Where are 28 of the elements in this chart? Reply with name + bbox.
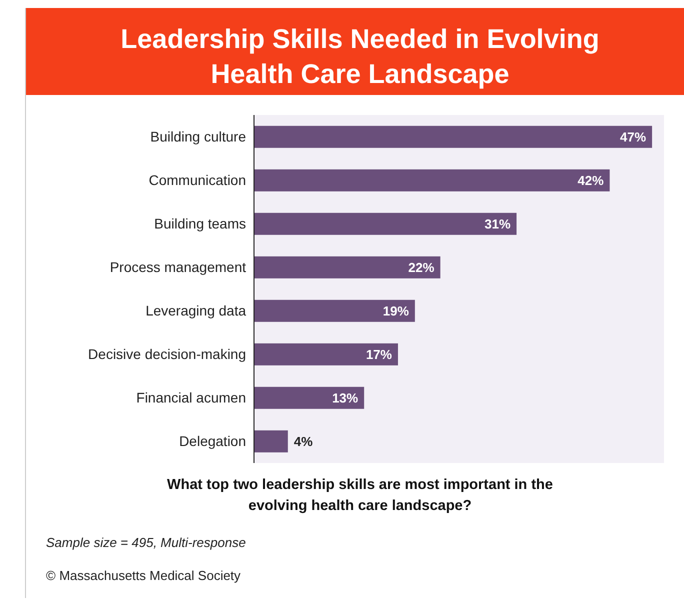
text: Sample size = 495, Multi-response [45,535,247,550]
bar [254,300,415,322]
y-tick-label: Decisive decision-making [88,346,246,362]
data-label: 17% [366,346,392,362]
bar [254,212,517,235]
data-label: 47% [620,129,646,144]
y-tick-label: Process management [110,259,246,276]
x-axis-title: What top two leadership skills are most important in the evolving health care landscape? [166,476,554,516]
data-label: 42% [578,172,604,188]
data-label: 13% [332,390,359,406]
data-label: 19% [382,303,410,318]
y-tick-label: Leveraging data [146,302,246,319]
chart-title: Leadership Skills Needed in Evolving Health Care Landscape [26,8,684,95]
y-tick-label: Delegation [179,433,246,450]
bar [254,430,288,452]
y-tick-label: Building culture [150,128,246,145]
data-label: 31% [484,216,511,232]
data-label: 4% [294,434,314,449]
y-tick-label: Communication [148,172,246,188]
bar [254,256,440,278]
bar [254,169,610,192]
data-label: 22% [408,260,435,275]
bar [254,386,364,409]
text: © Massachusetts Medical Society [45,568,242,583]
y-tick-label: Financial acumen [136,390,246,406]
y-tick-label: Building teams [154,216,246,232]
bar [254,343,398,366]
bar [254,126,652,148]
